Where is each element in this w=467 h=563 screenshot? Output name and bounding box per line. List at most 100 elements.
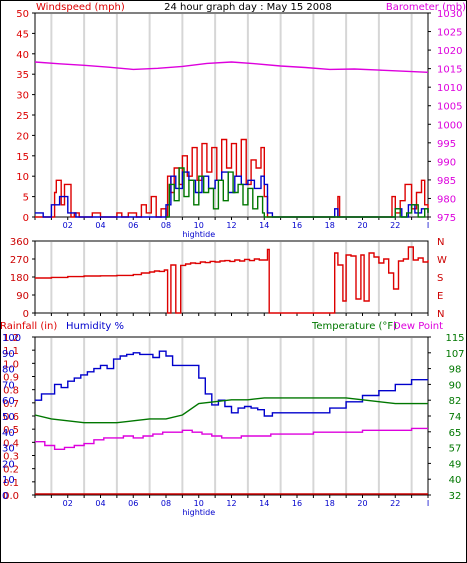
- windspeed-tick-label: 30: [16, 91, 29, 102]
- temperature-tick-label: 82: [449, 396, 462, 407]
- x-tick-label: 02: [63, 499, 73, 508]
- humidity-tick-label: 60: [2, 396, 15, 407]
- barometer-tick-label: 1030: [437, 9, 462, 20]
- humidity-tick-label: 10: [2, 475, 15, 486]
- plot-area: [34, 12, 429, 218]
- humidity-tick-label: 0: [2, 491, 8, 502]
- temperature-tick-label: 90: [449, 380, 462, 391]
- rainfall-tick-label: 1.0: [3, 359, 19, 370]
- windspeed-tick-label: 35: [16, 70, 29, 81]
- x-tick-label: 22: [390, 499, 400, 508]
- humidity-temperature-panel: 0.0 0.1 0.2 0.3 0.4 0.5 0.6 0.7 0.8 0.9 1.0 1.1 1.2 0…: [2, 333, 465, 517]
- temperature-line: [34, 397, 428, 424]
- compass-tick-label: S: [437, 273, 443, 284]
- temperature-tick-label: 107: [445, 349, 464, 360]
- x-tick-label: 04: [95, 221, 105, 230]
- rainfall-tick-label: 0.7: [3, 399, 19, 410]
- rainfall-axis-title: Rainfall (in): [0, 321, 57, 332]
- barometer-tick-label: 1010: [437, 83, 462, 94]
- x-tick-label: 14: [259, 499, 269, 508]
- temperature-tick-label: 115: [445, 333, 464, 344]
- x-tick-label: 12: [226, 499, 236, 508]
- temperature-tick-label: 40: [449, 475, 462, 486]
- windspeed-tick-label: 10: [16, 172, 29, 183]
- x-tick-label: 06: [128, 221, 138, 230]
- humidity-tick-label: 100: [2, 333, 21, 344]
- barometer-tick-label: 1015: [437, 65, 462, 76]
- temperature-tick-label: 65: [449, 428, 462, 439]
- chart-title: 24 hour graph day : May 15 2008: [164, 2, 332, 13]
- compass-tick-label: N: [437, 309, 444, 320]
- rainfall-tick-label: 0.6: [3, 412, 19, 423]
- humidity-axis-title: Humidity %: [66, 321, 124, 332]
- rainfall-tick-label: 0.0: [3, 491, 19, 502]
- direction-tick-label: 0: [23, 309, 29, 320]
- windspeed-min-line: [166, 167, 429, 218]
- windspeed-tick-label: 25: [16, 111, 29, 122]
- rainfall-tick-label: 1.1: [3, 346, 19, 357]
- temperature-tick-label: 98: [449, 365, 462, 376]
- rainfall-tick-label: 0.1: [3, 478, 19, 489]
- windspeed-tick-label: 40: [16, 50, 29, 61]
- rainfall-tick-label: 0.4: [3, 438, 19, 449]
- barometer-axis-title: Barometer (mb): [386, 2, 466, 13]
- x-tick-label: 02: [63, 221, 73, 230]
- windspeed-tick-label: 15: [16, 152, 29, 163]
- barometer-tick-label: 1000: [437, 120, 462, 131]
- x-end-marker: I: [427, 499, 429, 508]
- x-tick-label: 22: [390, 221, 400, 230]
- rainfall-tick-label: 1.2: [3, 333, 19, 344]
- windspeed-tick-label: 20: [16, 131, 29, 142]
- x-tick-label: 20: [357, 221, 367, 230]
- dewpoint-line: [35, 427, 428, 450]
- humidity-tick-label: 70: [2, 380, 15, 391]
- x-tick-label: 16: [292, 499, 302, 508]
- x-tick-label: 08: [161, 221, 171, 230]
- temperature-tick-label: 49: [449, 459, 462, 470]
- humidity-tick-label: 30: [2, 444, 15, 455]
- plot-area: [34, 336, 429, 496]
- windspeed-tick-label: 45: [16, 29, 29, 40]
- x-tick-label: 08: [161, 499, 171, 508]
- barometer-tick-label: 975: [437, 213, 456, 224]
- rainfall-tick-label: 0.2: [3, 465, 19, 476]
- barometer-tick-label: 990: [437, 157, 456, 168]
- windspeed-tick-label: 50: [16, 9, 29, 20]
- compass-tick-label: E: [437, 291, 443, 302]
- barometer-tick-label: 1005: [437, 102, 462, 113]
- barometer-tick-label: 995: [437, 139, 456, 150]
- dewpoint-axis-title: Dew Point: [393, 321, 443, 332]
- x-tick-label: 10: [194, 499, 204, 508]
- barometer-line: [34, 61, 429, 73]
- temperature-axis-title: Temperature (°F): [311, 321, 397, 332]
- humidity-tick-label: 80: [2, 365, 15, 376]
- humidity-line: [35, 350, 428, 417]
- windspeed-tick-label: 0: [23, 213, 29, 224]
- barometer-tick-label: 980: [437, 194, 456, 205]
- windspeed-tick-label: 5: [23, 193, 29, 204]
- barometer-tick-label: 1020: [437, 46, 462, 57]
- rainfall-tick-label: 0.9: [3, 373, 19, 384]
- humidity-tick-label: 50: [2, 412, 15, 423]
- wind-direction-line: [35, 246, 429, 314]
- temperature-tick-label: 32: [449, 491, 462, 502]
- x-tick-label: 14: [259, 221, 269, 230]
- x-tick-label: 12: [226, 221, 236, 230]
- rainfall-tick-label: 0.3: [3, 452, 19, 463]
- wind-barometer-panel: 0510152025303540455097598098599099510001…: [16, 9, 462, 239]
- compass-tick-label: N: [437, 237, 444, 248]
- rainfall-tick-label: 0.8: [3, 386, 19, 397]
- rainfall-tick-label: 0.5: [3, 425, 19, 436]
- direction-tick-label: 270: [10, 255, 29, 266]
- direction-tick-label: 360: [10, 237, 29, 248]
- x-note-label: hightide: [182, 508, 215, 517]
- x-tick-label: 06: [128, 499, 138, 508]
- direction-tick-label: 180: [10, 273, 29, 284]
- x-tick-label: 04: [95, 499, 105, 508]
- x-tick-label: 10: [194, 221, 204, 230]
- compass-tick-label: W: [437, 255, 447, 266]
- x-end-marker: I: [427, 221, 429, 230]
- x-tick-label: 20: [357, 499, 367, 508]
